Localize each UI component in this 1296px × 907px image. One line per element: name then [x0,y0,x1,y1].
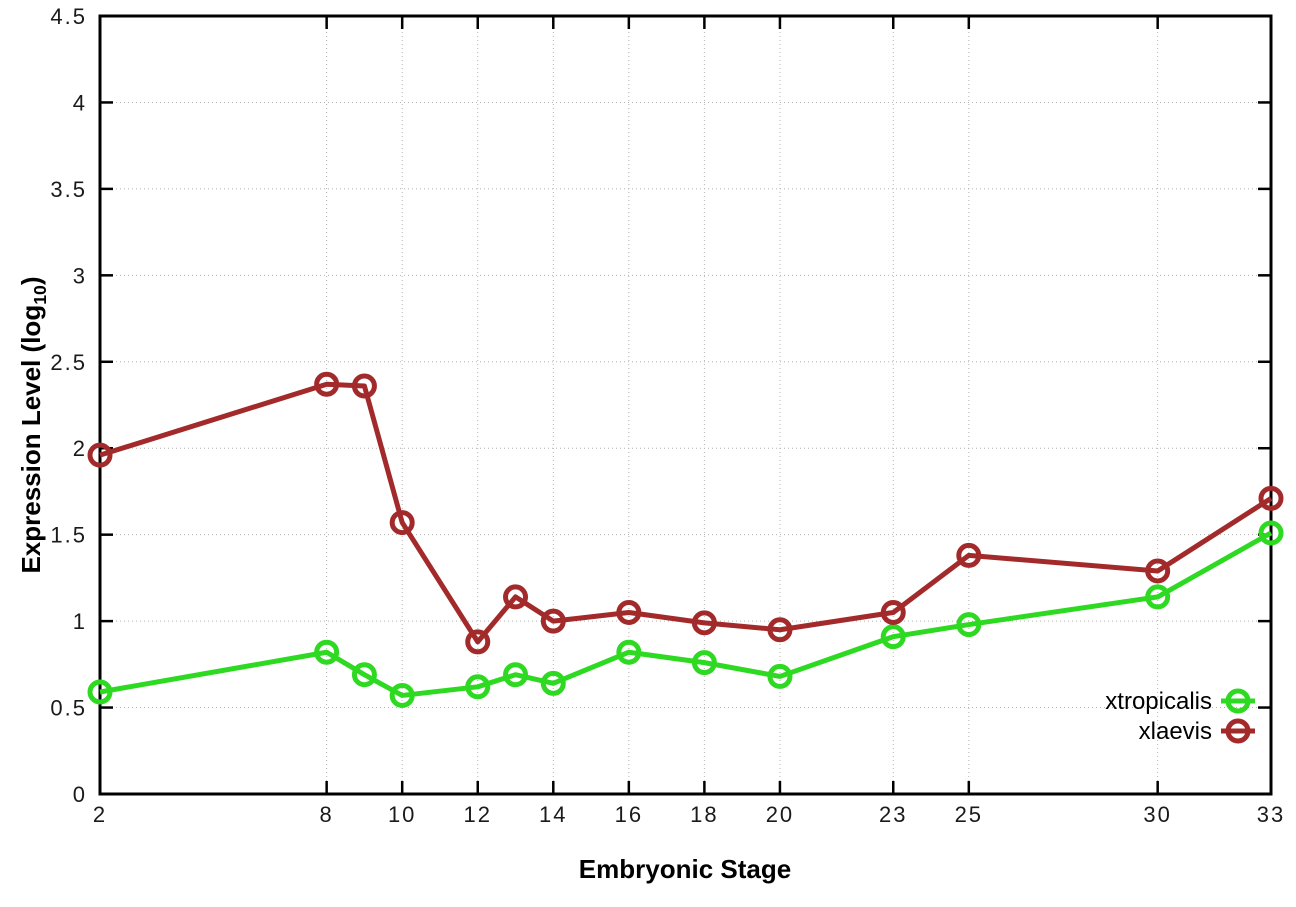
x-tick-label: 30 [1143,802,1171,827]
data-point-xlaevis [1258,485,1284,511]
y-tick-label: 3.5 [50,177,87,202]
data-point-xtropicalis [351,662,377,688]
x-tick-label: 8 [320,802,334,827]
x-tick-label: 20 [766,802,794,827]
y-tick-label: 2.5 [50,350,87,375]
data-point-xtropicalis [616,639,642,665]
x-tick-label: 25 [955,802,983,827]
legend-label-xtropicalis: xtropicalis [1105,688,1212,715]
legend-marker-xtropicalis [1225,688,1251,714]
series-line-xlaevis [99,381,1273,645]
data-point-xtropicalis [314,639,340,665]
y-tick-label: 0 [73,782,87,807]
data-point-xtropicalis [767,663,793,689]
data-point-xtropicalis [503,662,529,688]
x-tick-label: 23 [879,802,907,827]
y-tick-label: 4.5 [50,4,87,29]
y-tick-label: 2 [73,436,87,461]
y-tick-label: 4 [73,90,87,115]
y-axis-title-text: Expression Level (log [16,304,46,574]
data-point-xtropicalis [87,679,113,705]
x-tick-label: 14 [539,802,567,827]
data-point-xlaevis [540,608,566,634]
data-point-xtropicalis [1258,520,1284,546]
x-axis-title: Embryonic Stage [578,854,792,884]
data-point-xlaevis [691,610,717,636]
legend-marker-xlaevis [1225,718,1251,744]
data-point-xlaevis [389,510,415,536]
x-tick-label: 33 [1257,802,1285,827]
data-point-xlaevis [880,599,906,625]
x-tick-label: 2 [93,802,107,827]
y-tick-label: 0.5 [50,696,87,721]
data-point-xtropicalis [880,624,906,650]
data-point-xlaevis [503,584,529,610]
data-point-xlaevis [87,442,113,468]
x-tick-label: 16 [615,802,643,827]
series-line-xtropicalis [99,530,1273,698]
y-axis-title-subscript: 10 [30,285,51,305]
data-point-xtropicalis [540,670,566,696]
y-axis-title: Expression Level (log10) [16,276,51,573]
y-tick-label: 1 [73,609,87,634]
y-tick-label: 1.5 [50,523,87,548]
data-point-xlaevis [465,629,491,655]
data-point-xtropicalis [1145,584,1171,610]
data-point-xtropicalis [389,682,415,708]
y-tick-label: 3 [73,263,87,288]
data-point-xlaevis [767,617,793,643]
legend-label-xlaevis: xlaevis [1139,718,1212,745]
plot-border [98,14,1273,796]
data-point-xtropicalis [691,650,717,676]
x-tick-label: 18 [690,802,718,827]
data-point-xlaevis [351,373,377,399]
data-point-xtropicalis [956,612,982,638]
x-tick-label: 12 [463,802,491,827]
data-point-xlaevis [314,371,340,397]
data-point-xlaevis [1145,558,1171,584]
x-tick-label: 10 [388,802,416,827]
data-point-xlaevis [616,599,642,625]
y-axis-title-close: ) [16,276,46,286]
data-point-xtropicalis [465,674,491,700]
data-point-xlaevis [956,542,982,568]
